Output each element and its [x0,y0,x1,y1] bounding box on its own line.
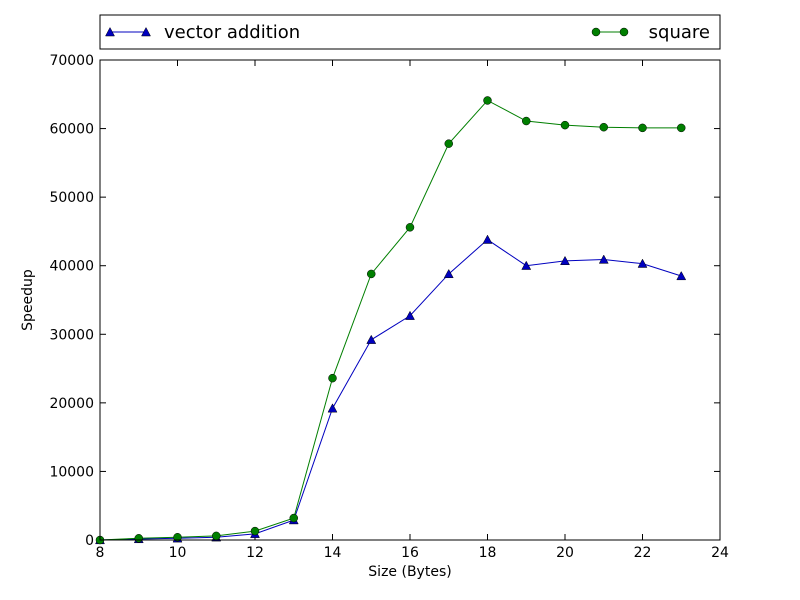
series-line-vector-addition [99,239,682,541]
axes-frame [99,59,721,541]
data-point-square [289,513,298,523]
legend: vector addition square [99,14,721,50]
data-point-vector-addition [443,268,454,279]
x-tick-label: 18 [479,545,497,561]
data-point-vector-addition [560,255,570,265]
x-tick-label: 12 [246,545,264,561]
x-tick-label: 20 [556,545,574,561]
data-point-square [328,373,337,383]
data-point-square [405,223,415,232]
y-tick-label: 70000 [49,53,94,69]
data-point-square [677,123,686,133]
legend-marker-vector-addition [141,26,151,37]
data-point-square [212,531,221,541]
data-point-square [522,116,531,126]
data-point-vector-addition [366,334,377,344]
series-line-square [99,99,682,541]
y-tick-label: 60000 [49,122,94,138]
data-point-vector-addition [598,254,609,264]
data-point-square [638,123,647,133]
data-point-square [560,120,570,130]
data-point-square [250,526,260,536]
data-point-square [367,269,376,279]
y-axis-label: Speedup [20,269,36,331]
data-point-vector-addition [482,234,493,244]
legend-entry-square: square [591,22,710,43]
data-point-vector-addition [327,403,338,413]
x-tick-label: 8 [96,545,105,561]
data-point-vector-addition [405,310,415,320]
x-tick-label: 24 [711,545,729,561]
plot-area: 8 10 12 14 16 18 20 22 24 0 10000 20000 30000 40000 50… [49,53,729,561]
y-tick-label: 50000 [49,190,94,206]
legend-marker-vector-addition [105,26,115,37]
data-point-square [483,96,492,105]
data-point-vector-addition [521,260,532,270]
y-tick-label: 20000 [49,396,94,412]
data-point-square [599,122,608,132]
y-tick-label: 0 [85,533,94,549]
data-point-square [173,533,182,542]
y-tick-label: 10000 [49,464,94,480]
data-point-vector-addition [637,258,648,268]
legend-marker-square [591,27,601,37]
data-point-vector-addition [676,270,687,281]
x-tick-label: 14 [324,545,342,561]
x-tick-label: 10 [169,545,187,561]
data-point-square [134,534,143,543]
y-tick-label: 30000 [49,327,94,343]
x-axis-label: Size (Bytes) [368,564,451,580]
legend-entry-vector-addition: vector addition [105,22,300,43]
y-tick-label: 40000 [49,259,94,275]
data-point-square [444,139,453,148]
legend-label-square: square [649,22,710,43]
x-tick-label: 22 [634,545,652,561]
x-tick-label: 16 [401,545,419,561]
legend-marker-square [619,27,629,37]
legend-label-vector-addition: vector addition [164,22,300,43]
